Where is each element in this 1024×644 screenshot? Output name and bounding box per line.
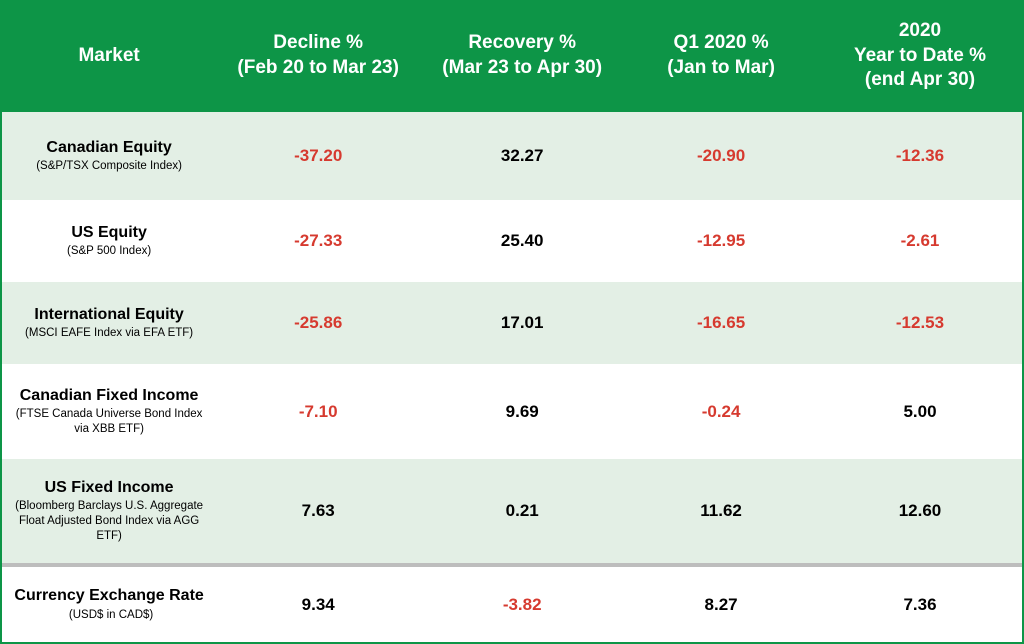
col-title: Q1 2020 % (674, 32, 769, 53)
data-cell: 5.00 (818, 402, 1022, 422)
data-cell: -12.95 (624, 231, 818, 251)
data-cell: 17.01 (420, 313, 624, 333)
market-name: International Equity (8, 305, 210, 324)
col-title: Recovery % (468, 32, 576, 53)
market-cell: US Fixed Income (Bloomberg Barclays U.S. … (2, 468, 216, 554)
col-header-market: Market (2, 36, 216, 77)
market-cell: Currency Exchange Rate (USD$ in CAD$) (2, 576, 216, 633)
market-desc: (Bloomberg Barclays U.S. Aggregate Float… (8, 499, 210, 544)
data-cell: 32.27 (420, 146, 624, 166)
market-desc: (USD$ in CAD$) (69, 609, 153, 621)
market-performance-table: Market Decline % (Feb 20 to Mar 23) Reco… (0, 0, 1024, 644)
data-cell: -7.10 (216, 402, 420, 422)
data-cell: -12.36 (818, 146, 1022, 166)
market-name: Canadian Fixed Income (8, 386, 210, 405)
data-cell: 0.21 (420, 501, 624, 521)
col-header-q1: Q1 2020 % (Jan to Mar) (624, 23, 818, 88)
table-header-row: Market Decline % (Feb 20 to Mar 23) Reco… (2, 0, 1022, 112)
data-cell: 7.36 (818, 595, 1022, 615)
table-row: International Equity (MSCI EAFE Index via… (2, 282, 1022, 364)
col-subtitle: (Feb 20 to Mar 23) (220, 56, 416, 81)
col-header-decline: Decline % (Feb 20 to Mar 23) (216, 23, 420, 88)
data-cell: 12.60 (818, 501, 1022, 521)
data-cell: -3.82 (420, 595, 624, 615)
col-subtitle: (Jan to Mar) (628, 56, 814, 81)
col-title: 2020 (899, 20, 941, 41)
data-cell: -16.65 (624, 313, 818, 333)
col-title: Decline % (273, 32, 363, 53)
table-row: Canadian Equity (S&P/TSX Composite Index)… (2, 112, 1022, 200)
market-cell: US Equity (S&P 500 Index) (2, 213, 216, 269)
table-row: Canadian Fixed Income (FTSE Canada Univer… (2, 364, 1022, 459)
market-cell: International Equity (MSCI EAFE Index via… (2, 295, 216, 351)
market-name: US Fixed Income (8, 478, 210, 497)
data-cell: 8.27 (624, 595, 818, 615)
data-cell: -20.90 (624, 146, 818, 166)
market-name: Currency Exchange Rate (14, 587, 203, 604)
data-cell: -2.61 (818, 231, 1022, 251)
data-cell: 11.62 (624, 501, 818, 521)
col-header-recovery: Recovery % (Mar 23 to Apr 30) (420, 23, 624, 88)
data-cell: -25.86 (216, 313, 420, 333)
market-name: Canadian Equity (8, 138, 210, 157)
market-name: US Equity (8, 223, 210, 242)
col-title: Market (78, 45, 139, 66)
data-cell: 9.34 (216, 595, 420, 615)
market-cell: Canadian Fixed Income (FTSE Canada Univer… (2, 376, 216, 447)
data-cell: 7.63 (216, 501, 420, 521)
table-row: US Equity (S&P 500 Index) -27.3325.40-12.9… (2, 200, 1022, 282)
table-row: Currency Exchange Rate (USD$ in CAD$)9.3… (2, 567, 1022, 642)
col-subtitle: Year to Date % (822, 44, 1018, 69)
col-subtitle2: (end Apr 30) (822, 68, 1018, 93)
data-cell: -12.53 (818, 313, 1022, 333)
data-cell: 9.69 (420, 402, 624, 422)
market-desc: (FTSE Canada Universe Bond Index via XBB… (8, 407, 210, 437)
data-cell: -37.20 (216, 146, 420, 166)
market-desc: (S&P/TSX Composite Index) (8, 159, 210, 174)
col-subtitle: (Mar 23 to Apr 30) (424, 56, 620, 81)
data-cell: -0.24 (624, 402, 818, 422)
market-desc: (S&P 500 Index) (8, 244, 210, 259)
table-row: US Fixed Income (Bloomberg Barclays U.S. … (2, 459, 1022, 563)
market-desc: (MSCI EAFE Index via EFA ETF) (8, 326, 210, 341)
data-cell: -27.33 (216, 231, 420, 251)
data-cell: 25.40 (420, 231, 624, 251)
market-cell: Canadian Equity (S&P/TSX Composite Index) (2, 128, 216, 184)
col-header-ytd: 2020 Year to Date % (end Apr 30) (818, 11, 1022, 101)
